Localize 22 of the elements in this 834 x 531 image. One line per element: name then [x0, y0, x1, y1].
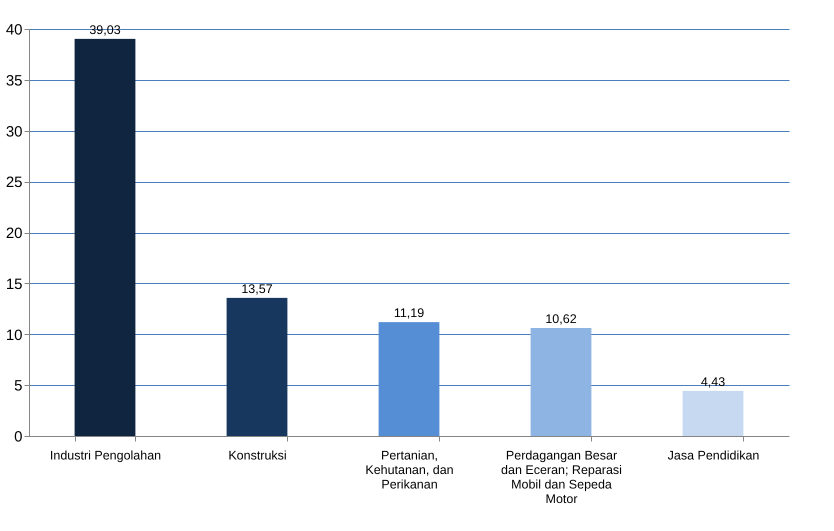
bar [682, 390, 744, 436]
y-tick-label: 15 [6, 276, 22, 293]
y-tick-label: 30 [6, 123, 22, 140]
data-label: 13,57 [241, 282, 273, 296]
bar [74, 38, 136, 436]
y-tick-label: 25 [6, 174, 22, 192]
x-tick-label: Jasa Pendidikan [668, 448, 760, 462]
y-tick-label: 10 [6, 326, 22, 344]
y-tick-label: 40 [6, 22, 22, 38]
data-label: 11,19 [394, 306, 424, 320]
y-tick-label: 5 [14, 378, 22, 395]
x-tick-label: Perdagangan Besar dan Eceran; Reparasi Mobil dan Sepeda Motor [501, 448, 622, 506]
bar [530, 328, 592, 436]
bar [226, 298, 288, 436]
data-label: 10,62 [545, 312, 577, 326]
x-tick-label: Konstruksi [228, 448, 287, 462]
bar [378, 322, 440, 436]
y-tick-label: 20 [6, 225, 22, 242]
y-tick-label: 0 [14, 428, 22, 446]
x-tick-label: Industri Pengolahan [50, 448, 162, 462]
x-tick-label: Pertanian, Kehutanan, dan Perikanan [365, 448, 454, 492]
y-tick-label: 35 [6, 72, 22, 90]
